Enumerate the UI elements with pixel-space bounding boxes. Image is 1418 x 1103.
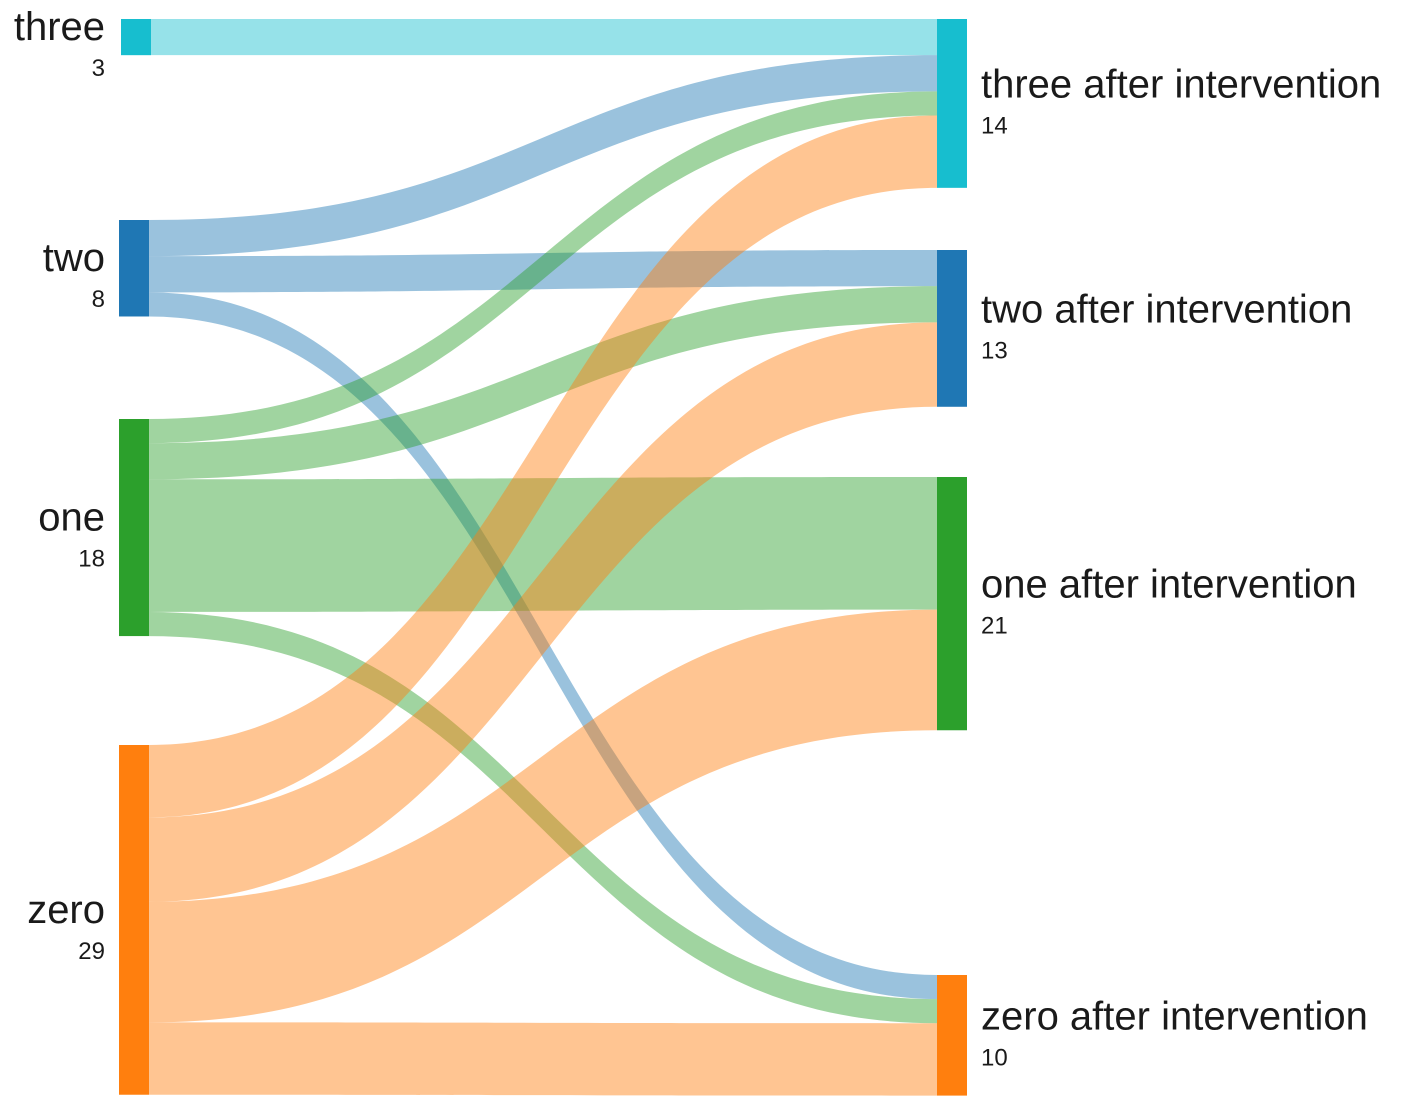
- link-two-to-two_after[interactable]: [149, 250, 937, 293]
- node-value-zero-after: 10: [981, 1044, 1008, 1071]
- node-label-three-after: three after intervention: [981, 62, 1381, 106]
- sankey-links: [149, 19, 937, 1096]
- node-label-three: three: [14, 5, 105, 49]
- node-label-one: one: [38, 496, 105, 540]
- sankey-labels: three 3 two 8 one 18 zero 29 three after interve…: [14, 5, 1381, 1071]
- sankey-nodes: [119, 19, 967, 1096]
- node-value-one-after: 21: [981, 613, 1008, 640]
- link-one-to-three_after[interactable]: [149, 91, 937, 444]
- node-label-one-after: one after intervention: [981, 563, 1357, 607]
- node-three-after[interactable]: [937, 19, 967, 188]
- node-label-two-after: two after intervention: [981, 287, 1352, 331]
- node-three[interactable]: [121, 19, 151, 56]
- node-two[interactable]: [119, 220, 149, 317]
- link-zero-to-zero_after[interactable]: [149, 1022, 937, 1096]
- link-zero-to-one_after[interactable]: [149, 609, 937, 1023]
- node-value-two-after: 13: [981, 337, 1008, 364]
- node-value-two: 8: [92, 286, 105, 313]
- node-two-after[interactable]: [937, 250, 967, 407]
- link-zero-to-two_after[interactable]: [149, 322, 937, 902]
- node-value-three: 3: [92, 55, 105, 82]
- link-one-to-zero_after[interactable]: [149, 611, 937, 1024]
- node-one-after[interactable]: [937, 477, 967, 731]
- node-zero[interactable]: [119, 745, 149, 1095]
- node-value-one: 18: [78, 546, 105, 573]
- link-one-to-one_after[interactable]: [149, 477, 937, 612]
- node-label-zero: zero: [27, 888, 105, 932]
- node-label-two: two: [43, 236, 105, 280]
- node-value-zero: 29: [78, 938, 105, 965]
- link-zero-to-three_after[interactable]: [149, 115, 937, 818]
- link-one-to-two_after[interactable]: [149, 286, 937, 480]
- node-value-three-after: 14: [981, 112, 1008, 139]
- link-three-to-three_after[interactable]: [151, 19, 937, 56]
- node-label-zero-after: zero after intervention: [981, 994, 1368, 1038]
- link-two-to-zero_after[interactable]: [149, 292, 937, 1000]
- node-one[interactable]: [119, 419, 149, 637]
- node-zero-after[interactable]: [937, 975, 967, 1096]
- link-two-to-three_after[interactable]: [149, 55, 937, 257]
